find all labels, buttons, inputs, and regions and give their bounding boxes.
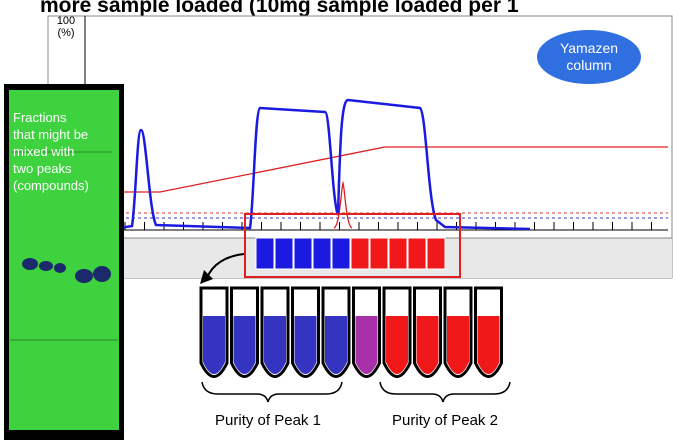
tube-liquid — [325, 316, 347, 374]
tube-liquid — [203, 316, 225, 374]
note: Fractions that might be mixed with two p… — [13, 110, 89, 193]
fraction — [293, 237, 313, 270]
fraction — [312, 237, 332, 270]
fraction-box — [244, 213, 461, 278]
fraction — [388, 237, 408, 270]
brace — [379, 381, 511, 403]
tube-liquid — [477, 316, 500, 374]
tube-liquid — [416, 316, 439, 374]
tube-liquid — [264, 316, 286, 374]
note-line: Fractions — [13, 110, 67, 125]
fraction — [350, 237, 370, 270]
title: more sample loaded (10mg sample loaded p… — [40, 0, 519, 17]
fraction — [407, 237, 427, 270]
fraction — [426, 237, 446, 270]
tube-liquid — [233, 316, 256, 374]
chromatogram-trace — [119, 98, 531, 231]
note-line: that might be — [13, 127, 88, 142]
arrow-head — [200, 270, 213, 284]
label: Purity of Peak 2 — [392, 412, 498, 429]
axis-max: 100 — [57, 15, 75, 27]
fraction — [331, 237, 351, 270]
gradient-line — [120, 146, 668, 193]
tlc-spots — [22, 258, 111, 283]
tube-liquid — [447, 316, 469, 374]
axis-unit: (%) — [57, 27, 74, 39]
tubes — [199, 286, 503, 378]
note-line: (compounds) — [13, 178, 89, 193]
brace — [201, 381, 343, 403]
badge-line: Yamazen — [560, 40, 618, 56]
badge-line: column — [566, 57, 611, 73]
fraction — [274, 237, 294, 270]
tube-liquid — [294, 316, 317, 374]
label: Purity of Peak 1 — [215, 412, 321, 429]
fraction — [369, 237, 389, 270]
badge — [537, 30, 641, 84]
red-spike — [333, 180, 353, 229]
tube-liquid — [386, 316, 408, 374]
fraction — [255, 237, 275, 270]
fraction-strip — [255, 237, 446, 270]
note-line: two peaks — [13, 161, 72, 176]
tube-liquid — [355, 316, 378, 374]
note-line: mixed with — [13, 144, 74, 159]
